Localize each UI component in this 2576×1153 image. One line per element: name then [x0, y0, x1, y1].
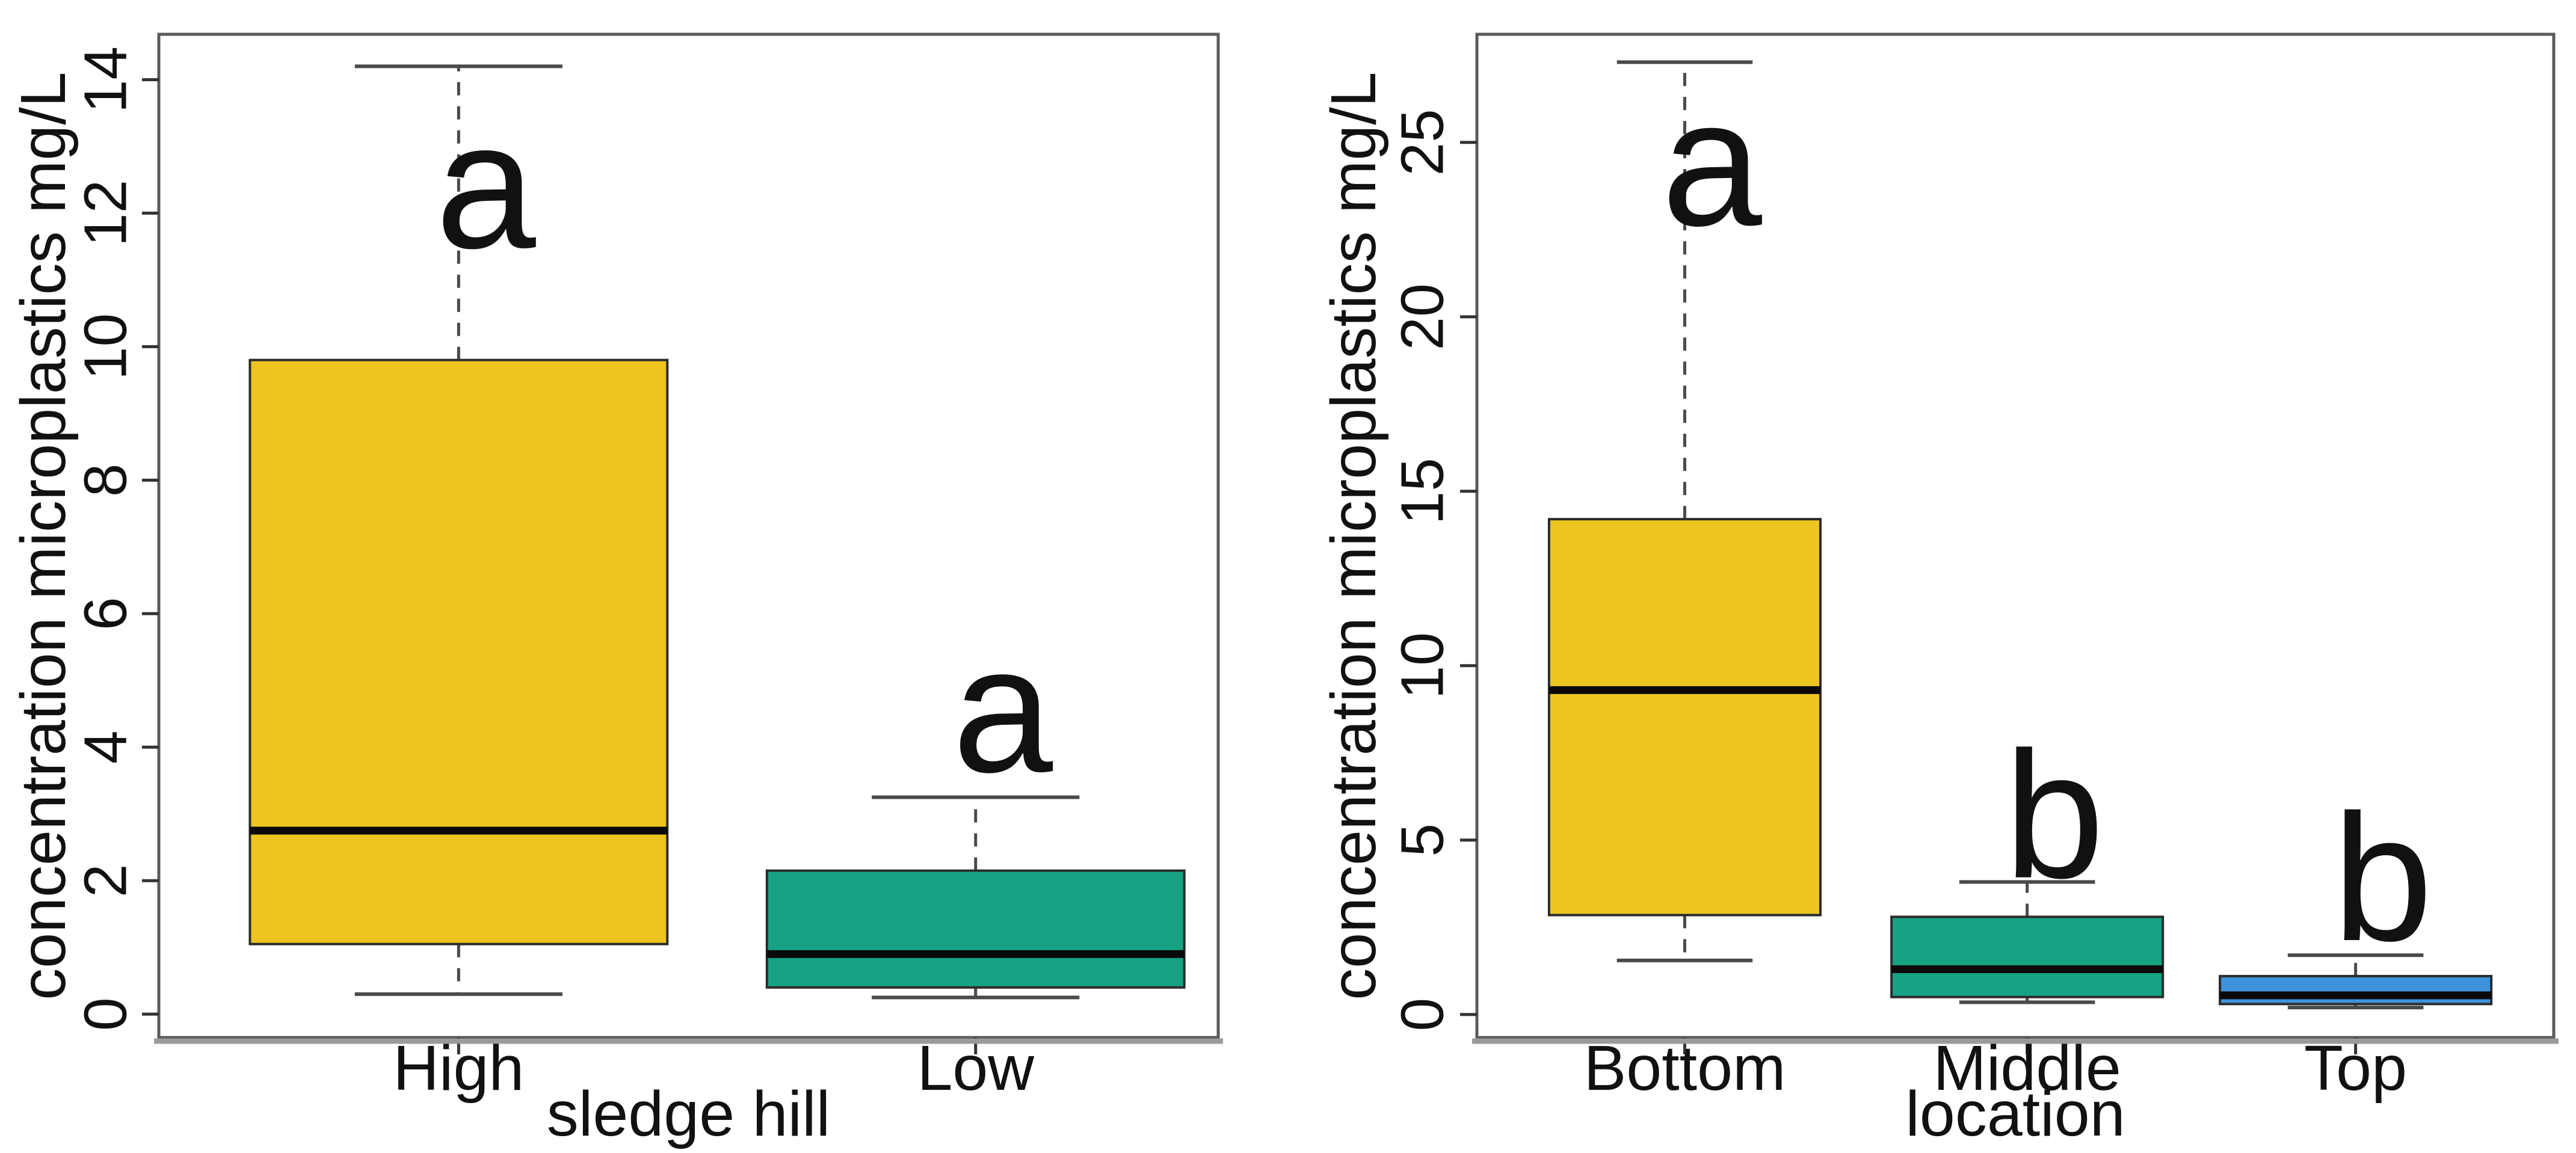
iqr-box — [1890, 915, 2165, 998]
significance-letter: b — [2332, 776, 2433, 979]
x-axis-label: location — [1905, 1078, 2125, 1149]
y-tick-label: 10 — [1388, 632, 1456, 699]
box-group-middle: b — [1890, 714, 2165, 1004]
significance-letter: a — [1662, 61, 1763, 263]
significance-letter: b — [2004, 714, 2104, 916]
y-tick-label: 0 — [72, 997, 139, 1031]
y-axis-label: concentration microplastics mg/L — [8, 72, 79, 1000]
y-tick-label: 8 — [72, 464, 139, 497]
significance-letter: a — [952, 608, 1054, 810]
iqr-box — [765, 869, 1186, 989]
y-tick-label: 15 — [1388, 458, 1456, 524]
y-tick-label: 6 — [72, 597, 139, 630]
box-group-high: a — [248, 64, 669, 996]
y-axis-label: concentration microplastics mg/L — [1318, 72, 1389, 1000]
y-tick-label: 25 — [1388, 109, 1456, 176]
x-category-label: High — [393, 1033, 524, 1104]
y-tick-label: 12 — [72, 180, 139, 247]
y-tick-label: 2 — [72, 864, 139, 897]
y-tick-label: 4 — [72, 730, 139, 764]
x-axis-label: sledge hill — [547, 1078, 830, 1149]
box-group-low: a — [765, 608, 1186, 1000]
y-tick-label: 20 — [1388, 283, 1456, 350]
y-tick-label: 5 — [1388, 823, 1456, 857]
iqr-box — [2219, 974, 2493, 1006]
x-category-label: Middle — [1934, 1033, 2121, 1104]
x-category-label: Low — [917, 1033, 1034, 1104]
box-group-top: b — [2219, 776, 2493, 1010]
box-group-bottom: a — [1547, 60, 1822, 962]
y-tick-label: 10 — [72, 313, 139, 380]
x-category-label: Top — [2304, 1033, 2407, 1104]
iqr-box — [248, 358, 669, 945]
significance-letter: a — [436, 84, 537, 286]
y-tick-label: 0 — [1388, 998, 1456, 1032]
x-category-label: Bottom — [1584, 1033, 1786, 1104]
y-tick-label: 14 — [72, 46, 139, 113]
iqr-box — [1547, 518, 1822, 917]
